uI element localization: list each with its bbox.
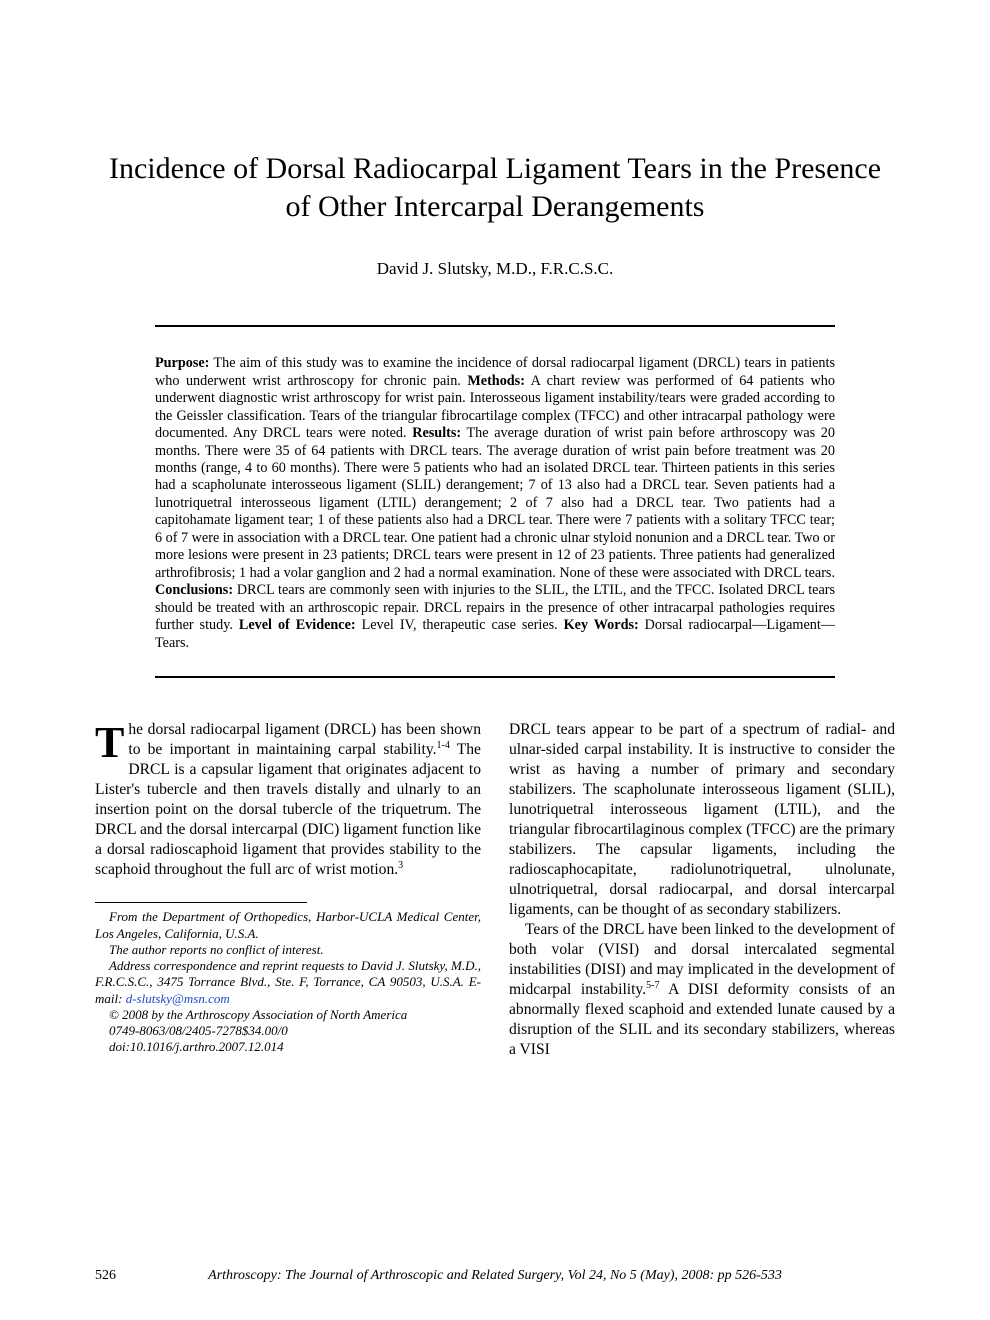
loe-text: Level IV, therapeutic case series. bbox=[356, 617, 564, 633]
results-text: The average duration of wrist pain befor… bbox=[155, 425, 835, 581]
left-p1b: The DRCL is a capsular ligament that ori… bbox=[95, 741, 481, 878]
footnote-affiliation: From the Department of Orthopedics, Harb… bbox=[95, 909, 481, 942]
methods-label: Methods: bbox=[467, 373, 525, 389]
dropcap: T bbox=[95, 720, 128, 761]
article-title: Incidence of Dorsal Radiocarpal Ligament… bbox=[95, 150, 895, 225]
footnote-correspondence: Address correspondence and reprint reque… bbox=[95, 958, 481, 1007]
abstract-text: Purpose: The aim of this study was to ex… bbox=[155, 341, 835, 662]
abstract-rule-bottom bbox=[155, 676, 835, 678]
conclusions-label: Conclusions: bbox=[155, 582, 233, 598]
right-p1: DRCL tears appear to be part of a spectr… bbox=[509, 720, 895, 920]
journal-citation: Arthroscopy: The Journal of Arthroscopic… bbox=[0, 1268, 990, 1284]
citation-sup-2: 3 bbox=[398, 860, 403, 871]
abstract-rule-top bbox=[155, 325, 835, 327]
left-p1a: he dorsal radiocarpal ligament (DRCL) ha… bbox=[128, 721, 481, 758]
footnote-coi: The author reports no conflict of intere… bbox=[95, 942, 481, 958]
citation-sup-3: 5-7 bbox=[646, 980, 659, 991]
running-footer: 526 Arthroscopy: The Journal of Arthrosc… bbox=[0, 1268, 990, 1284]
author-line: David J. Slutsky, M.D., F.R.C.S.C. bbox=[95, 259, 895, 279]
keywords-label: Key Words: bbox=[564, 617, 639, 633]
right-column: DRCL tears appear to be part of a spectr… bbox=[509, 720, 895, 1059]
footnote-doi: doi:10.1016/j.arthro.2007.12.014 bbox=[95, 1039, 481, 1055]
footnote-copyright: © 2008 by the Arthroscopy Association of… bbox=[95, 1007, 481, 1023]
footnotes: From the Department of Orthopedics, Harb… bbox=[95, 909, 481, 1055]
abstract-block: Purpose: The aim of this study was to ex… bbox=[155, 325, 835, 678]
purpose-label: Purpose: bbox=[155, 355, 209, 371]
page-number: 526 bbox=[95, 1268, 116, 1284]
loe-label: Level of Evidence: bbox=[239, 617, 356, 633]
left-column: The dorsal radiocarpal ligament (DRCL) h… bbox=[95, 720, 481, 1059]
results-label: Results: bbox=[412, 425, 461, 441]
footnote-issn: 0749-8063/08/2405-7278$34.00/0 bbox=[95, 1023, 481, 1039]
body-columns: The dorsal radiocarpal ligament (DRCL) h… bbox=[95, 720, 895, 1059]
footnote-rule bbox=[95, 902, 307, 903]
citation-sup-1: 1-4 bbox=[437, 740, 450, 751]
right-p2: Tears of the DRCL have been linked to th… bbox=[509, 920, 895, 1060]
footnote-email-link[interactable]: d-slutsky@msn.com bbox=[126, 991, 230, 1006]
